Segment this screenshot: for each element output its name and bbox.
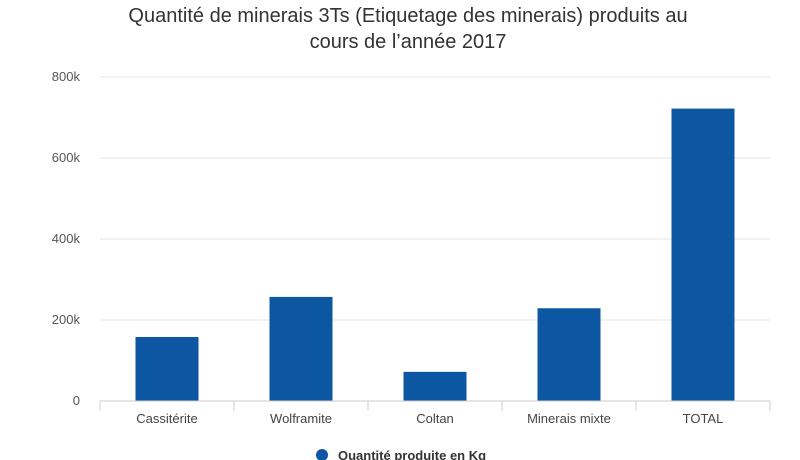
bar-coltan[interactable] bbox=[403, 371, 467, 401]
y-tick-label: 200k bbox=[52, 312, 81, 327]
x-category-label: Minerais mixte bbox=[527, 411, 611, 426]
bar-cassit-rite[interactable] bbox=[135, 337, 199, 401]
legend-label[interactable]: Quantité produite en Kg bbox=[338, 448, 486, 460]
y-tick-label: 600k bbox=[52, 150, 81, 165]
chart-title: Quantité de minerais 3Ts (Etiquetage des… bbox=[128, 5, 687, 53]
x-category-label: Wolframite bbox=[270, 411, 332, 426]
y-tick-label: 800k bbox=[52, 69, 81, 84]
y-tick-label: 400k bbox=[52, 231, 81, 246]
bar-total[interactable] bbox=[671, 108, 735, 401]
y-axis-ticks: 0 200k 400k 600k 800k bbox=[52, 69, 81, 408]
x-category-label: TOTAL bbox=[683, 411, 724, 426]
x-axis: Cassitérite Wolframite Coltan Minerais mixt… bbox=[99, 400, 771, 426]
chart-title-line-1: Quantité de minerais 3Ts (Etiquetage des… bbox=[128, 5, 687, 27]
bars bbox=[135, 108, 735, 401]
bar-wolframite[interactable] bbox=[269, 296, 333, 401]
legend[interactable]: Quantité produite en Kg bbox=[316, 448, 486, 460]
gridlines bbox=[100, 76, 770, 321]
x-category-label: Coltan bbox=[416, 411, 454, 426]
chart-title-line-2: cours de l’année 2017 bbox=[310, 31, 507, 53]
legend-marker bbox=[316, 449, 328, 460]
x-category-label: Cassitérite bbox=[136, 411, 197, 426]
y-tick-label: 0 bbox=[73, 393, 80, 408]
bar-minerais-mixte[interactable] bbox=[537, 308, 601, 401]
